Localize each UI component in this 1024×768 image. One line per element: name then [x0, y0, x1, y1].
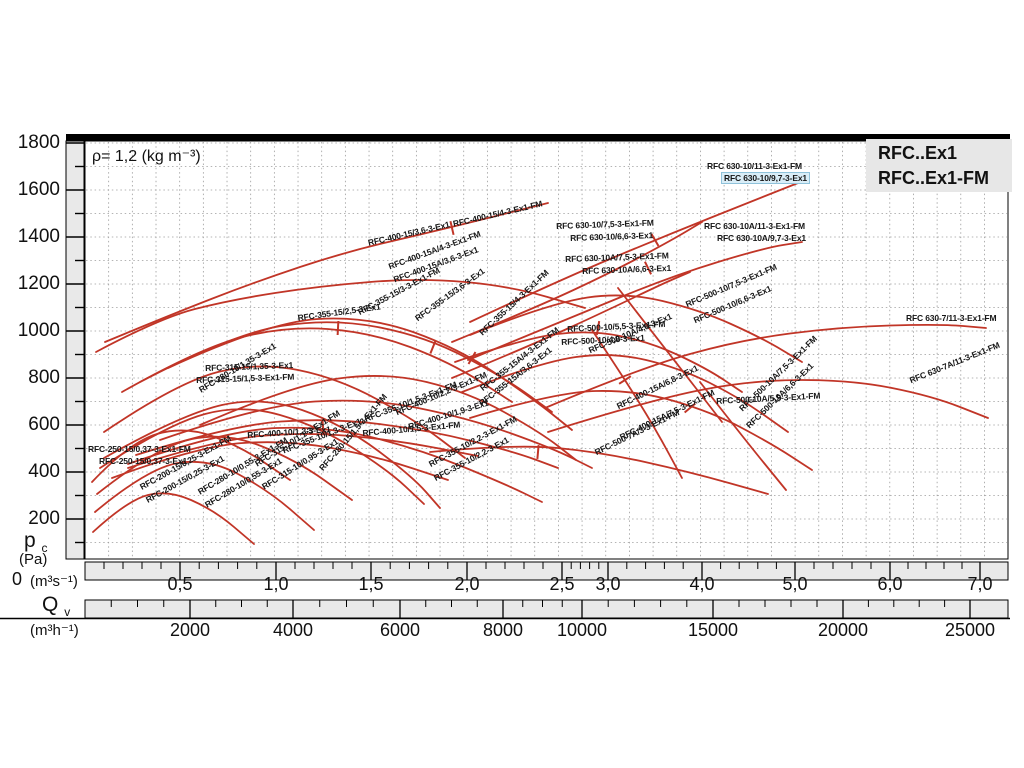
- fan-curve: [95, 279, 586, 353]
- flow-axis-title-main: Q: [42, 593, 59, 616]
- y-axis-title-main: p: [24, 529, 36, 552]
- fan-curve: [99, 408, 425, 505]
- curve-label-highlighted[interactable]: RFC 630-10/9,7-3-Ex1: [721, 172, 810, 184]
- fan-curve: [91, 429, 291, 483]
- fan-curve-limit-line: [699, 381, 787, 491]
- x-tick-label: 7,0: [967, 574, 993, 594]
- fan-curve: [199, 375, 577, 461]
- legend-line-1: RFC..Ex1: [878, 143, 958, 163]
- x-tick-label: 25000: [944, 620, 996, 640]
- fan-curve: [94, 460, 315, 531]
- x-tick-label: 8000: [482, 620, 524, 640]
- x-axis-unit-m3s: (m³s⁻¹): [30, 573, 78, 590]
- y-tick-label: 200: [28, 508, 60, 529]
- fan-curve-limit-line: [591, 329, 683, 479]
- curve-label: RFC-250-15/0,37-3-Ex1: [99, 456, 188, 466]
- fan-curve: [135, 419, 559, 469]
- flow-axis-title-sub: v: [64, 605, 71, 620]
- curve-limit-tick: [595, 320, 601, 336]
- fan-curve: [544, 323, 987, 409]
- x-tick-label: 15000: [687, 620, 739, 640]
- curve-limit-tick: [449, 220, 455, 236]
- fan-curve: [429, 445, 769, 495]
- fan-curve: [92, 492, 255, 545]
- fan-curve: [469, 390, 813, 471]
- y-tick-label: 1000: [17, 320, 60, 341]
- fan-curve: [104, 202, 549, 343]
- y-axis-unit: (Pa): [19, 551, 48, 568]
- x-tick-label: 0,5: [167, 574, 193, 594]
- x-tick-label: 1,5: [358, 574, 384, 594]
- fan-curve: [103, 365, 466, 459]
- x-tick-label: 6000: [379, 620, 421, 640]
- fan-curve: [167, 317, 573, 431]
- curve-label: RFC-250-15/0,37-3-Ex1-FM: [88, 444, 191, 454]
- fan-curve: [127, 433, 479, 469]
- x-tick-label: 5,0: [782, 574, 808, 594]
- curve-limit-tick: [321, 419, 325, 435]
- curve-limit-tick: [336, 320, 340, 336]
- curve-limit-tick: [644, 261, 652, 275]
- curve-label: RFC 630-10/11-3-Ex1-FM: [707, 161, 802, 171]
- curve-label: RFC 630-10A/9,7-3-Ex1: [717, 233, 806, 243]
- y-tick-label: 800: [28, 367, 60, 388]
- x-tick-label: 2000: [169, 620, 211, 640]
- curve-limit-tick: [429, 340, 437, 354]
- y-tick-label: 1400: [17, 226, 60, 247]
- fan-curve: [461, 354, 789, 433]
- x-tick-label: 10000: [556, 620, 608, 640]
- curve-limit-tick: [618, 375, 632, 385]
- y-tick-label: 1200: [17, 273, 60, 294]
- curve-limit-tick: [536, 444, 540, 460]
- fan-curve: [451, 221, 703, 343]
- x-tick-label: 2,5: [549, 574, 575, 594]
- x-tick-label: 1,0: [263, 574, 289, 594]
- flow-axis-title: Q v: [42, 593, 70, 619]
- x-tick-label: 20000: [817, 620, 869, 640]
- y-axis-zero-label: 0: [12, 569, 23, 589]
- curve-limit-tick: [683, 402, 697, 414]
- x-tick-label: 2,0: [454, 574, 480, 594]
- curve-limit-tick: [650, 233, 660, 247]
- x-tick-label: 4000: [272, 620, 314, 640]
- legend-box: RFC..Ex1 RFC..Ex1-FM: [866, 139, 1012, 192]
- y-axis-title: p c: [24, 529, 48, 555]
- fan-curve: [159, 399, 593, 469]
- y-tick-label: 1800: [17, 132, 60, 153]
- fan-curve: [103, 400, 441, 509]
- fan-curve: [469, 294, 803, 363]
- fan-curve: [454, 331, 743, 393]
- fan-curve: [469, 182, 799, 323]
- y-tick-label: 600: [28, 414, 60, 435]
- fan-curve-limit-line: [617, 287, 723, 423]
- y-axis-title-sub: c: [41, 541, 48, 556]
- legend-line-2: RFC..Ex1-FM: [878, 168, 990, 188]
- x-tick-label: 4,0: [689, 574, 715, 594]
- y-tick-label: 1600: [17, 179, 60, 200]
- x-axis-unit-m3h: (m³h⁻¹): [30, 622, 79, 639]
- fan-curve: [111, 441, 449, 481]
- fan-curve: [127, 426, 543, 503]
- fan-curve: [547, 379, 989, 433]
- curve-limit-tick: [467, 351, 477, 365]
- x-tick-label: 6,0: [877, 574, 903, 594]
- density-annotation: ρ= 1,2 (kg m⁻³): [92, 148, 201, 165]
- fan-curve: [96, 435, 353, 501]
- x-tick-label: 3,0: [595, 574, 621, 594]
- fan-curve: [139, 321, 553, 413]
- curve-label: RFC 630-7/11-3-Ex1-FM: [906, 313, 997, 323]
- fan-curve: [467, 241, 803, 361]
- curve-label: RFC 630-10A/11-3-Ex1-FM: [704, 221, 805, 231]
- y-tick-label: 400: [28, 461, 60, 482]
- fan-curve: [451, 271, 691, 379]
